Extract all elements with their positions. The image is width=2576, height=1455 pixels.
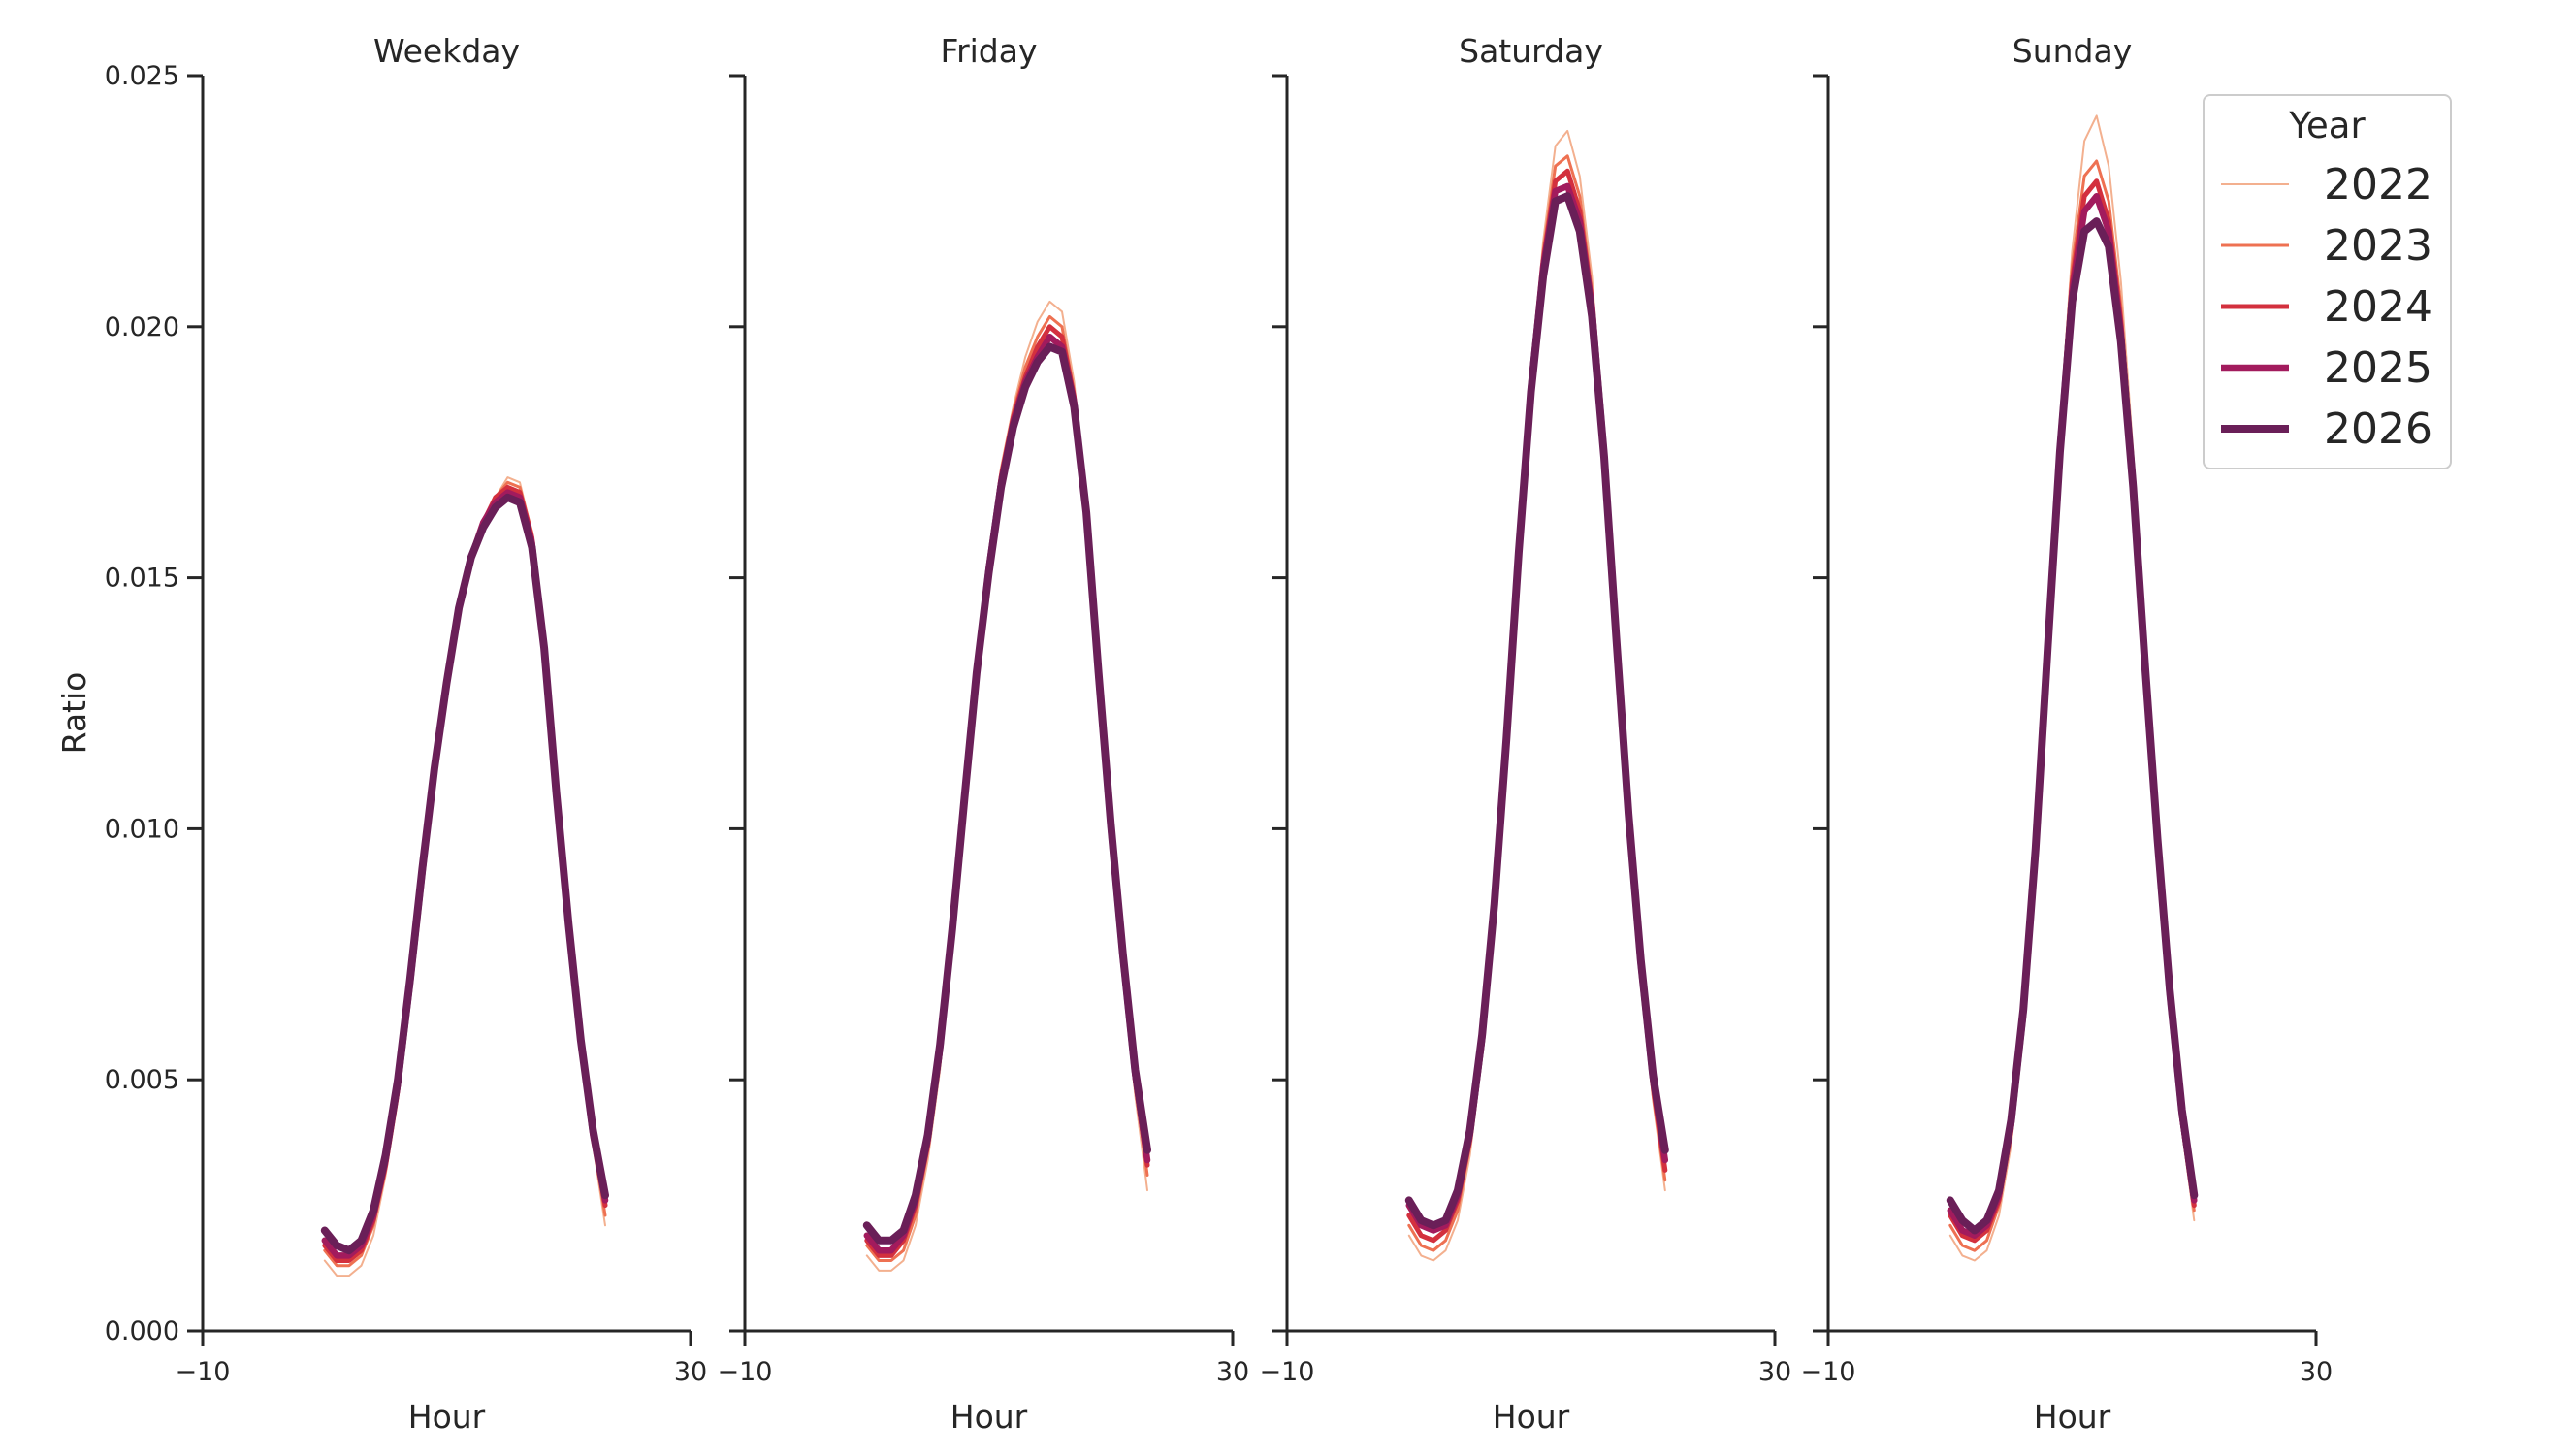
legend-frame — [2203, 94, 2452, 469]
x-axis-label: Hour — [1493, 1398, 1570, 1436]
x-tick-label: −10 — [1260, 1357, 1315, 1387]
legend-label: 2026 — [2324, 404, 2432, 454]
series-line-2026 — [320, 493, 609, 1255]
x-tick-label: 30 — [1758, 1357, 1791, 1387]
panel-title: Saturday — [1459, 32, 1603, 70]
x-tick-label: 30 — [674, 1357, 707, 1387]
x-tick-label: −10 — [1801, 1357, 1856, 1387]
panel-weekday: Weekday 0.000 0.005 0.010 0.015 0.020 0.025 −10… — [105, 32, 707, 1436]
panel-saturday: Saturday −10 30 Hour — [1260, 32, 1792, 1436]
panels: Weekday 0.000 0.005 0.010 0.015 0.020 0.025 −10… — [105, 32, 2333, 1436]
panel-friday: Friday −10 30 Hour — [718, 32, 1250, 1436]
series-line-2026 — [1404, 192, 1669, 1230]
y-tick-label: 0.015 — [105, 564, 179, 594]
panel-title: Sunday — [2012, 32, 2132, 70]
x-tick-label: −10 — [176, 1357, 231, 1387]
y-tick-label: 0.025 — [105, 61, 179, 91]
y-tick-label: 0.000 — [105, 1316, 179, 1346]
x-tick-label: 30 — [2300, 1357, 2333, 1387]
x-axis-label: Hour — [408, 1398, 486, 1436]
legend: Year 2022 2023 2024 2025 2026 — [2203, 94, 2452, 469]
series-line-2026 — [1946, 217, 2199, 1235]
x-tick-label: −10 — [718, 1357, 773, 1387]
x-axis-label: Hour — [2034, 1398, 2111, 1436]
x-axis-label: Hour — [950, 1398, 1028, 1436]
y-tick-label: 0.005 — [105, 1065, 179, 1095]
y-tick-label: 0.020 — [105, 312, 179, 342]
legend-label: 2025 — [2324, 343, 2432, 393]
series-line-2025 — [1947, 192, 2198, 1239]
legend-label: 2022 — [2324, 160, 2432, 210]
y-axis-label: Ratio — [55, 672, 93, 755]
panel-sunday: Sunday −10 30 Hour — [1801, 32, 2334, 1436]
y-tick-label: 0.010 — [105, 814, 179, 844]
legend-label: 2023 — [2324, 221, 2432, 271]
legend-label: 2024 — [2324, 282, 2432, 332]
legend-title: Year — [2288, 105, 2366, 146]
panel-title: Friday — [940, 32, 1037, 70]
series-line-2026 — [862, 342, 1151, 1245]
panel-title: Weekday — [373, 32, 520, 70]
x-tick-label: 30 — [1216, 1357, 1249, 1387]
